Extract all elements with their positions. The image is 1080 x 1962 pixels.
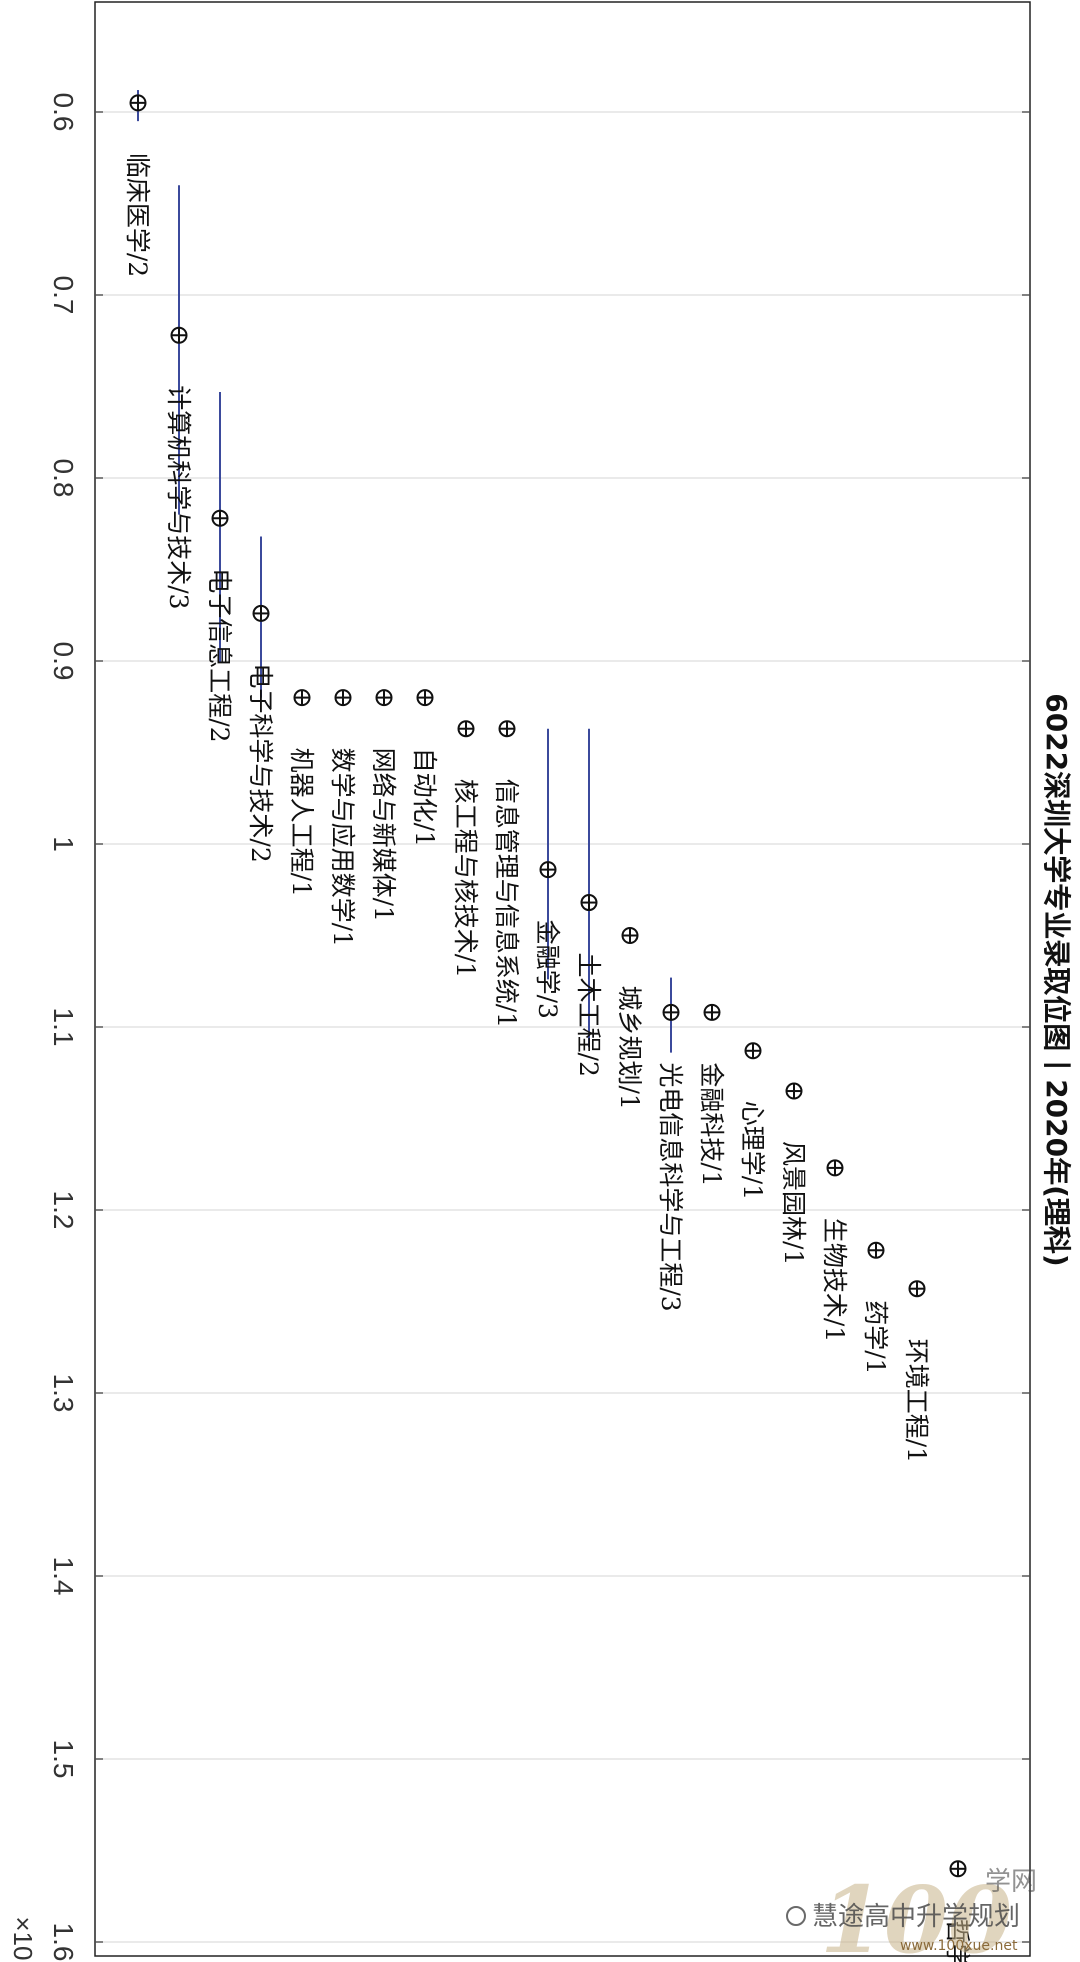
- gridlines: [95, 111, 1030, 1943]
- tick-label: 1.3: [48, 1374, 79, 1413]
- data-label: 核工程与核技术/1: [451, 779, 480, 978]
- data-label: 哲学/1: [943, 1919, 972, 1962]
- tick-label: 1: [48, 836, 79, 852]
- data-label: 金融学/3: [533, 920, 562, 1019]
- tick-label: 1.4: [48, 1557, 79, 1596]
- data-label: 风景园林/1: [779, 1141, 808, 1265]
- tick-label: 0.6: [48, 93, 79, 132]
- chart-title: 6022深圳大学专业录取位图丨2020年(理科): [1040, 693, 1073, 1266]
- tick-label: 0.8: [48, 459, 79, 498]
- data-label: 光电信息科学与工程/3: [656, 1062, 685, 1311]
- watermark-logo: 100: [820, 1866, 1012, 1962]
- tick-label: 1.2: [48, 1191, 79, 1230]
- data-label: 数学与应用数学/1: [328, 748, 357, 947]
- data-label: 机器人工程/1: [287, 748, 316, 897]
- tick-label: 0.7: [48, 276, 79, 315]
- data-label: 自动化/1: [410, 748, 439, 847]
- data-label: 金融科技/1: [697, 1062, 726, 1186]
- tick-label: 1.5: [48, 1740, 79, 1779]
- wechat-icon: [786, 1906, 806, 1926]
- data-label: 信息管理与信息系统/1: [492, 779, 521, 1028]
- watermark: 100 学网 慧途高中升学规划 www.100xue.net: [786, 1866, 1037, 1962]
- data-label: 城乡规划/1: [615, 986, 644, 1110]
- data-label: 电子科学与技术/2: [246, 663, 275, 862]
- tick-label: 0.9: [48, 642, 79, 681]
- data-label: 生物技术/1: [820, 1218, 849, 1342]
- axis-multiplier: ×10⁴: [8, 1916, 38, 1962]
- axis-tick-labels: 0.6 0.7 0.8 0.9 1 1.1 1.2 1.3 1.4 1.5 1.6: [48, 93, 79, 1962]
- tick-label: 1.1: [48, 1008, 79, 1047]
- watermark-account: 慧途高中升学规划: [812, 1902, 1020, 1932]
- data-label: 临床医学/2: [123, 153, 152, 277]
- data-label: 土木工程/2: [574, 953, 603, 1077]
- tick-label: 1.6: [48, 1923, 79, 1962]
- watermark-url: www.100xue.net: [900, 1938, 1018, 1954]
- watermark-brand: 学网: [985, 1867, 1037, 1897]
- data-label: 环境工程/1: [902, 1339, 931, 1463]
- data-label: 计算机科学与技术/3: [164, 385, 193, 609]
- data-label: 心理学/1: [738, 1101, 767, 1200]
- data-label: 网络与新媒体/1: [369, 748, 398, 922]
- data-marks: 临床医学/2 计算机科学与技术/3 电子信息工程/2 电子科学与技术/2 机器人工程/1…: [123, 90, 972, 1962]
- plot-area: [94, 1, 1031, 1957]
- data-label: 电子信息工程/2: [205, 568, 234, 742]
- data-label: 药学/1: [861, 1300, 890, 1374]
